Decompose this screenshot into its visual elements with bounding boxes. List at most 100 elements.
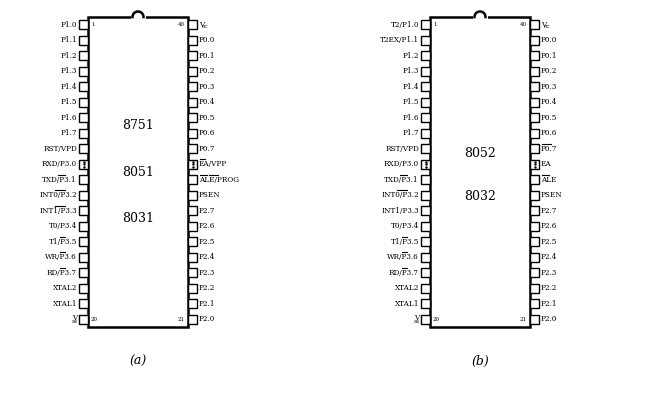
Bar: [79, 128, 88, 138]
Bar: [79, 315, 88, 324]
Bar: [530, 206, 539, 216]
Bar: [530, 97, 539, 107]
Text: 21: 21: [520, 317, 527, 322]
Text: WR/P3.6: WR/P3.6: [387, 253, 419, 261]
Text: cc: cc: [544, 24, 550, 29]
Bar: [530, 159, 539, 169]
Text: P0.5: P0.5: [199, 114, 215, 122]
Text: P2.3: P2.3: [199, 269, 215, 277]
Bar: [188, 222, 197, 231]
Bar: [79, 36, 88, 45]
Bar: [530, 315, 539, 324]
Bar: [421, 128, 430, 138]
Bar: [530, 299, 539, 309]
Bar: [188, 315, 197, 324]
Text: WR/P3.6: WR/P3.6: [45, 253, 77, 261]
Text: XTAL2: XTAL2: [395, 284, 419, 292]
Text: V: V: [541, 21, 547, 29]
Bar: [188, 206, 197, 216]
Text: 8052: 8052: [464, 147, 496, 160]
Text: T2/P1.0: T2/P1.0: [391, 21, 419, 29]
Text: P0.4: P0.4: [199, 98, 215, 106]
Text: P0.4: P0.4: [541, 98, 557, 106]
Bar: [421, 51, 430, 60]
Text: P0.1: P0.1: [541, 52, 557, 60]
Bar: [421, 20, 430, 29]
Text: P2.2: P2.2: [199, 284, 215, 292]
Text: P1.4: P1.4: [403, 83, 419, 91]
Bar: [421, 284, 430, 293]
Bar: [188, 20, 197, 29]
Bar: [79, 97, 88, 107]
Bar: [79, 206, 88, 216]
Bar: [530, 20, 539, 29]
Bar: [421, 36, 430, 45]
Text: P2.0: P2.0: [541, 315, 557, 323]
Text: PSEN: PSEN: [541, 191, 563, 199]
Text: EA/VPP: EA/VPP: [199, 160, 227, 168]
Text: P0.2: P0.2: [199, 67, 215, 75]
Text: P1.7: P1.7: [403, 129, 419, 137]
Bar: [421, 66, 430, 76]
Text: P2.4: P2.4: [199, 253, 215, 261]
Bar: [188, 144, 197, 153]
Text: INT0/P3.2: INT0/P3.2: [39, 191, 77, 199]
Text: TXD/P3.1: TXD/P3.1: [385, 176, 419, 184]
Bar: [79, 222, 88, 231]
Bar: [188, 253, 197, 262]
Text: P1.3: P1.3: [403, 67, 419, 75]
Text: 8051: 8051: [122, 166, 154, 178]
Text: P2.5: P2.5: [199, 238, 215, 246]
Bar: [421, 237, 430, 247]
Text: P2.2: P2.2: [541, 284, 557, 292]
Text: RXD/P3.0: RXD/P3.0: [42, 160, 77, 168]
Bar: [79, 51, 88, 60]
Bar: [421, 144, 430, 153]
Bar: [530, 144, 539, 153]
Text: (b): (b): [471, 355, 489, 368]
Bar: [530, 237, 539, 247]
Text: 40: 40: [178, 22, 185, 27]
Bar: [188, 66, 197, 76]
Bar: [79, 159, 88, 169]
Text: P1.5: P1.5: [403, 98, 419, 106]
Bar: [79, 191, 88, 200]
Text: P2.7: P2.7: [199, 207, 215, 215]
Text: P0.3: P0.3: [199, 83, 215, 91]
Text: P1.0: P1.0: [60, 21, 77, 29]
Text: P0.3: P0.3: [541, 83, 557, 91]
Text: T1/P3.5: T1/P3.5: [391, 238, 419, 246]
Bar: [530, 36, 539, 45]
Text: ALE: ALE: [541, 176, 557, 184]
Text: 20: 20: [91, 317, 98, 322]
Text: P2.5: P2.5: [541, 238, 557, 246]
Bar: [188, 175, 197, 184]
Text: 1: 1: [433, 22, 436, 27]
Bar: [188, 284, 197, 293]
Text: P0.1: P0.1: [199, 52, 215, 60]
Bar: [79, 284, 88, 293]
Bar: [79, 268, 88, 278]
Bar: [79, 144, 88, 153]
Bar: [79, 66, 88, 76]
Text: P1.2: P1.2: [403, 52, 419, 60]
Bar: [430, 17, 530, 327]
Text: T2EX/P1.1: T2EX/P1.1: [380, 36, 419, 44]
Bar: [421, 315, 430, 324]
Text: P1.7: P1.7: [60, 129, 77, 137]
Text: T0/P3.4: T0/P3.4: [49, 222, 77, 230]
Text: ALE/PROG: ALE/PROG: [199, 176, 239, 184]
Bar: [188, 36, 197, 45]
Text: 1: 1: [91, 22, 94, 27]
Bar: [188, 128, 197, 138]
Bar: [188, 159, 197, 169]
Text: 40: 40: [520, 22, 527, 27]
Text: 21: 21: [178, 317, 185, 322]
Bar: [79, 113, 88, 122]
Bar: [188, 51, 197, 60]
Bar: [421, 206, 430, 216]
Bar: [79, 299, 88, 309]
Text: XTAL2: XTAL2: [53, 284, 77, 292]
Text: P2.3: P2.3: [541, 269, 557, 277]
Bar: [530, 51, 539, 60]
